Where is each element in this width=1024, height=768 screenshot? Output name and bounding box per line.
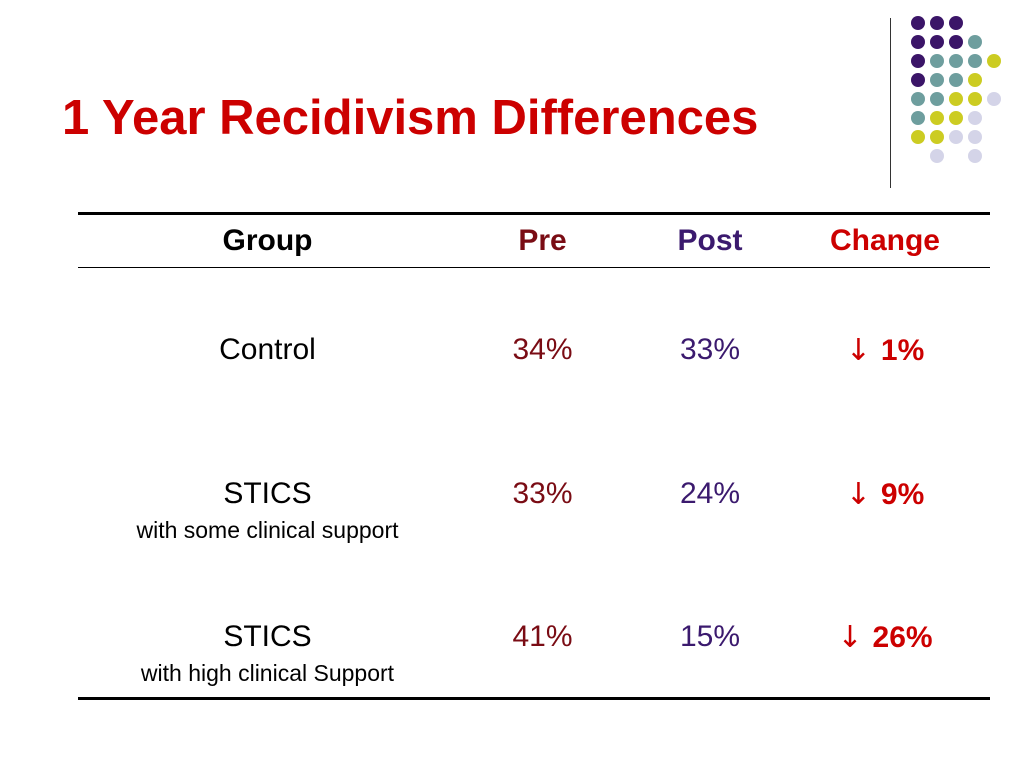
- row-change-value: 1%: [880, 334, 925, 367]
- row-change-cell: ↓ 26%: [790, 620, 980, 655]
- decorative-dot: [949, 130, 963, 144]
- decorative-dot: [949, 92, 963, 106]
- decorative-dot: [911, 35, 925, 49]
- row-pre-value: 34%: [512, 333, 573, 366]
- decorative-dot: [987, 54, 1001, 68]
- row-group-cell: Control: [90, 333, 445, 367]
- row-group-subtitle: with high clinical Support: [140, 660, 395, 686]
- decorative-dot: [968, 35, 982, 49]
- decorative-dot: [911, 73, 925, 87]
- decorative-dot: [930, 73, 944, 87]
- row-post-value: 15%: [679, 620, 741, 653]
- decorative-dot: [968, 54, 982, 68]
- decorative-dot: [968, 111, 982, 125]
- decorative-dot: [911, 16, 925, 30]
- row-group-cell: STICS with high clinical Support: [90, 620, 445, 688]
- down-arrow-icon: ↓: [837, 620, 863, 655]
- decorative-dot: [911, 54, 925, 68]
- row-pre-value: 33%: [512, 477, 573, 510]
- decorative-dot: [968, 130, 982, 144]
- row-post-value: 24%: [679, 477, 741, 510]
- decorative-dot: [911, 111, 925, 125]
- row-change-cell: ↓ 9%: [790, 477, 980, 512]
- decorative-dot: [949, 35, 963, 49]
- down-arrow-icon: ↓: [845, 477, 871, 512]
- row-group-name: Control: [219, 333, 316, 366]
- slide-title: 1 Year Recidivism Differences: [62, 91, 759, 145]
- row-group-subtitle: with some clinical support: [136, 517, 399, 543]
- decorative-dot: [930, 130, 944, 144]
- decorative-dot: [949, 73, 963, 87]
- table-bottom-rule: [78, 697, 990, 700]
- row-change-value: 9%: [880, 478, 925, 511]
- row-pre-value: 41%: [512, 620, 573, 653]
- decorative-dot: [949, 111, 963, 125]
- decorative-dot: [930, 54, 944, 68]
- decorative-dot: [930, 16, 944, 30]
- decorative-dot: [930, 111, 944, 125]
- header-pre: Pre: [518, 224, 567, 257]
- table-top-rule: [78, 212, 990, 215]
- table-header-rule: [78, 267, 990, 268]
- decorative-dot: [949, 16, 963, 30]
- decorative-dot: [968, 73, 982, 87]
- row-group-name: STICS: [223, 620, 312, 653]
- decorative-dot: [911, 130, 925, 144]
- decorative-dot: [949, 54, 963, 68]
- row-group-cell: STICS with some clinical support: [90, 477, 445, 545]
- decorative-dot: [911, 92, 925, 106]
- header-post: Post: [677, 224, 743, 257]
- decorative-dot: [968, 149, 982, 163]
- header-change: Change: [829, 224, 940, 257]
- decorative-dot: [987, 92, 1001, 106]
- decorative-dot: [930, 149, 944, 163]
- row-change-value: 26%: [872, 621, 933, 654]
- row-post-value: 33%: [679, 333, 741, 366]
- header-group: Group: [222, 224, 313, 257]
- decorative-dot: [930, 35, 944, 49]
- decorative-dot: [968, 92, 982, 106]
- title-divider-line: [890, 18, 891, 188]
- row-group-name: STICS: [223, 477, 312, 510]
- row-change-cell: ↓ 1%: [790, 333, 980, 368]
- down-arrow-icon: ↓: [845, 333, 871, 368]
- decorative-dot: [930, 92, 944, 106]
